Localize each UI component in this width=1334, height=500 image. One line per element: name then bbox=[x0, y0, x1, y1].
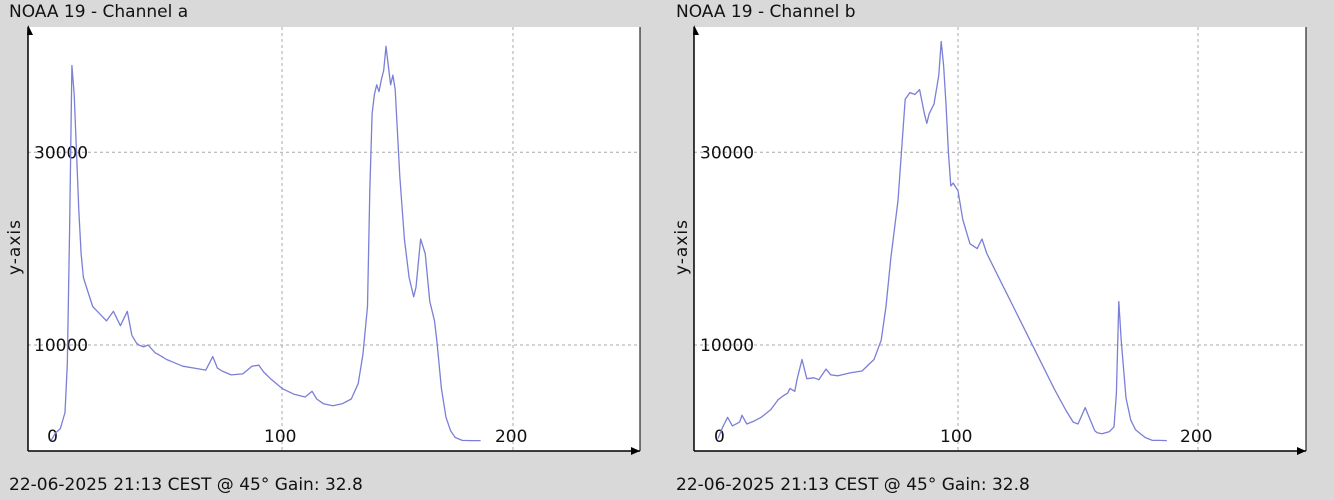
y-tick-label: 10000 bbox=[34, 336, 88, 356]
x-axis-arrow bbox=[631, 447, 640, 455]
x-tick-label: 100 bbox=[264, 427, 296, 447]
x-tick-label: 200 bbox=[1180, 427, 1212, 447]
chart-title: NOAA 19 - Channel b bbox=[676, 2, 856, 22]
chart-footer: 22-06-2025 21:13 CEST @ 45° Gain: 32.8 bbox=[676, 475, 1030, 495]
y-axis-label: y-axis bbox=[672, 219, 692, 275]
x-tick-label: 100 bbox=[940, 427, 972, 447]
plot-area bbox=[28, 27, 640, 451]
chart-panel-b: NOAA 19 - Channel b 0 100 200 10000 30000 y-a… bbox=[667, 0, 1334, 500]
y-axis-label: y-axis bbox=[5, 219, 25, 275]
series-line bbox=[717, 40, 1167, 442]
x-axis-arrow bbox=[1297, 447, 1306, 455]
chart-title: NOAA 19 - Channel a bbox=[9, 2, 189, 22]
y-tick-label: 10000 bbox=[700, 336, 754, 356]
y-tick-label: 30000 bbox=[34, 143, 88, 163]
series-line bbox=[50, 45, 481, 442]
y-axis-arrow bbox=[693, 25, 699, 35]
chart-footer: 22-06-2025 21:13 CEST @ 45° Gain: 32.8 bbox=[9, 475, 363, 495]
chart-plot-b: 0 100 200 10000 30000 y-axis bbox=[672, 25, 1307, 455]
y-axis-arrow bbox=[27, 25, 33, 35]
x-tick-label: 200 bbox=[495, 427, 527, 447]
plot-area bbox=[694, 27, 1306, 451]
x-tick-label: 0 bbox=[714, 427, 725, 447]
chart-panel-a: NOAA 19 - Channel a 0 100 200 10000 30000 y-a… bbox=[5, 2, 641, 495]
y-tick-label: 30000 bbox=[700, 143, 754, 163]
